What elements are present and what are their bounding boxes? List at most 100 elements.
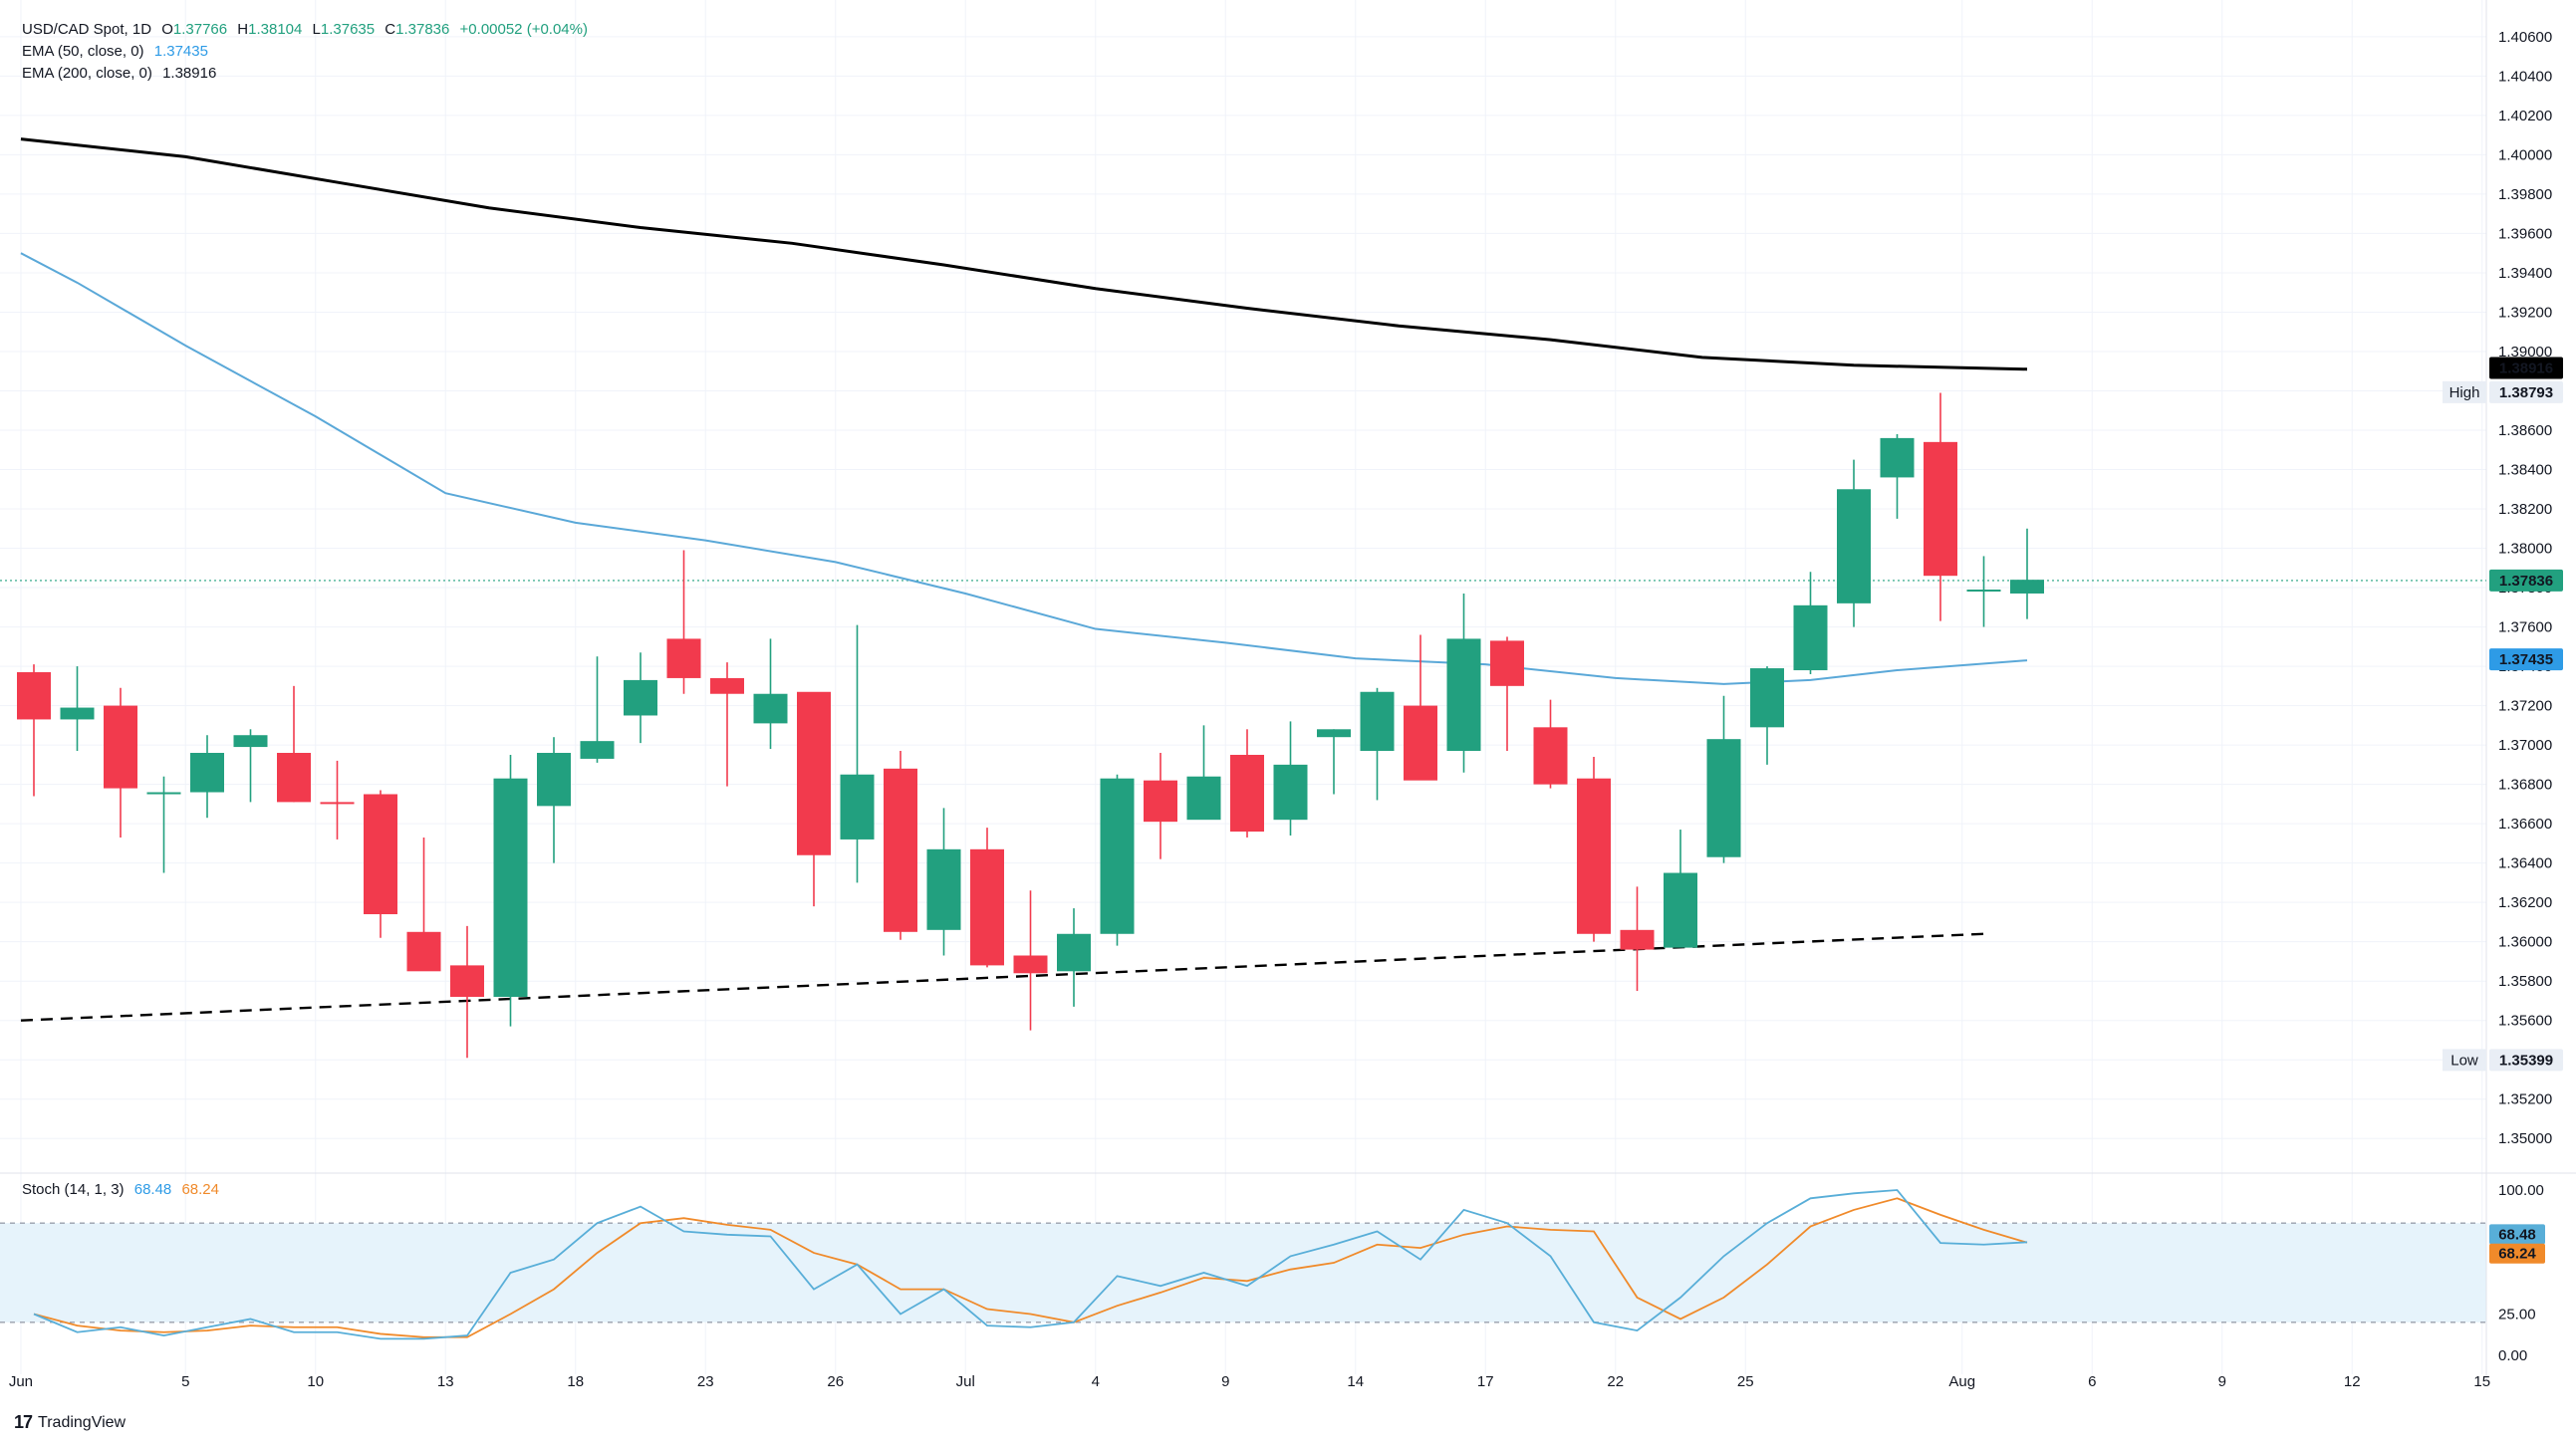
candle-up — [1750, 668, 1784, 728]
candle-up — [1837, 489, 1871, 603]
price-tick-label: 1.37000 — [2498, 737, 2552, 754]
price-tick-label: 1.36600 — [2498, 816, 2552, 833]
grid-lines — [0, 0, 2486, 1374]
time-tick-label: 14 — [1347, 1373, 1364, 1390]
low-label: L — [312, 21, 321, 38]
brand-name: TradingView — [38, 1413, 127, 1431]
low-value: 1.37635 — [320, 21, 376, 38]
price-tick-label: 1.35200 — [2498, 1091, 2552, 1108]
time-tick-label: 22 — [1607, 1373, 1624, 1390]
time-tick-label: 6 — [2088, 1373, 2096, 1390]
price-tag-bg — [2489, 648, 2563, 671]
stoch-label: Stoch (14, 1, 3) — [22, 1181, 125, 1198]
time-tick-label: Jun — [9, 1373, 33, 1390]
candle-up — [537, 753, 571, 807]
candle-up — [1317, 729, 1351, 738]
price-axis-ticks: 1.40600 1.40400 1.40200 1.40000 1.39800 1.396… — [2498, 29, 2552, 1147]
candle-down — [797, 691, 831, 855]
candle-down — [1620, 929, 1655, 950]
price-tick-label: 1.39400 — [2498, 265, 2552, 282]
candle-down — [450, 965, 484, 997]
price-tick-label: 1.40000 — [2498, 146, 2552, 163]
time-tick-label: 23 — [697, 1373, 714, 1390]
candles-group — [17, 392, 2044, 1059]
stoch-tag-bg — [2489, 1224, 2545, 1245]
candle-down — [104, 705, 137, 789]
candle-down — [1144, 780, 1177, 823]
candle-down — [1577, 778, 1611, 934]
candle-down — [710, 677, 744, 694]
price-tick-label: 1.39200 — [2498, 304, 2552, 321]
ema50-label: EMA (50, close, 0) — [22, 43, 144, 60]
time-tick-label: 18 — [567, 1373, 584, 1390]
stoch-k-line — [33, 1189, 2028, 1340]
time-tick-label: 4 — [1092, 1373, 1100, 1390]
candle-down — [1924, 441, 1957, 577]
candle-down — [1533, 727, 1568, 785]
price-tick-label: 1.38400 — [2498, 462, 2552, 479]
candle-up — [1793, 604, 1828, 671]
candle-up — [493, 778, 528, 997]
candle-down — [364, 794, 397, 915]
candle-down — [1490, 640, 1524, 686]
price-tick-label: 1.40600 — [2498, 29, 2552, 46]
candle-down — [277, 753, 311, 803]
ema50-value: 1.37435 — [153, 43, 208, 60]
candle-up — [1360, 691, 1395, 752]
price-tick-label: 1.35600 — [2498, 1013, 2552, 1030]
stoch-legend: Stoch (14, 1, 3) 68.48 68.24 — [22, 1179, 219, 1200]
price-tick-label: 1.38600 — [2498, 422, 2552, 439]
price-tick-label: 1.37600 — [2498, 619, 2552, 636]
tag-label: High — [2449, 384, 2480, 401]
time-tick-label: 17 — [1477, 1373, 1494, 1390]
close-label: C — [385, 21, 396, 38]
time-tick-label: 9 — [1221, 1373, 1229, 1390]
price-tick-label: 1.36200 — [2498, 894, 2552, 911]
candle-down — [406, 931, 441, 972]
price-tag-bg — [2489, 569, 2563, 592]
price-tag-value: 1.38793 — [2499, 384, 2553, 401]
candle-down — [884, 768, 917, 932]
price-tick-label: 1.39800 — [2498, 186, 2552, 203]
time-tick-label: 25 — [1737, 1373, 1754, 1390]
candle-up — [753, 693, 788, 724]
candle-up — [1446, 638, 1481, 752]
candle-up — [840, 774, 875, 840]
tag-label: Low — [2450, 1052, 2478, 1069]
price-tick-label: 1.40400 — [2498, 68, 2552, 85]
price-tick-label: 1.36000 — [2498, 934, 2552, 951]
time-tick-label: Jul — [956, 1373, 975, 1390]
candle-up — [1880, 437, 1915, 478]
price-tag-value: 1.37435 — [2499, 651, 2553, 668]
price-tick-label: 1.35800 — [2498, 973, 2552, 990]
candle-up — [1966, 590, 2001, 593]
symbol-legend: USD/CAD Spot, 1D O1.37766 H1.38104 L1.37… — [22, 19, 588, 40]
stoch-tag-value: 68.48 — [2498, 1226, 2536, 1243]
candle-up — [1057, 933, 1091, 972]
stoch-tick-label: 100.00 — [2498, 1182, 2544, 1199]
price-tick-label: 1.36400 — [2498, 855, 2552, 872]
candle-up — [190, 753, 224, 793]
ema50-line — [20, 252, 2028, 685]
high-value: 1.38104 — [248, 21, 303, 38]
close-value: 1.37836 — [395, 21, 450, 38]
time-tick-label: 26 — [827, 1373, 844, 1390]
price-tick-label: 1.40200 — [2498, 108, 2552, 124]
price-tick-label: 1.36800 — [2498, 777, 2552, 794]
stoch-tick-label: 0.00 — [2498, 1347, 2527, 1364]
tradingview-logo-icon: 17 — [14, 1412, 33, 1432]
ema200-label: EMA (200, close, 0) — [22, 65, 152, 82]
candle-down — [970, 848, 1004, 966]
candle-up — [146, 792, 181, 795]
candle-up — [1706, 739, 1741, 857]
candle-up — [1100, 778, 1135, 934]
tag-label-bg — [2443, 1049, 2486, 1072]
ema50-legend: EMA (50, close, 0) 1.37435 — [22, 41, 208, 62]
candle-down — [666, 638, 701, 678]
stoch-tag-bg — [2489, 1243, 2545, 1264]
time-tick-label: 15 — [2473, 1373, 2490, 1390]
candle-up — [233, 735, 268, 748]
time-tick-label: 9 — [2218, 1373, 2226, 1390]
